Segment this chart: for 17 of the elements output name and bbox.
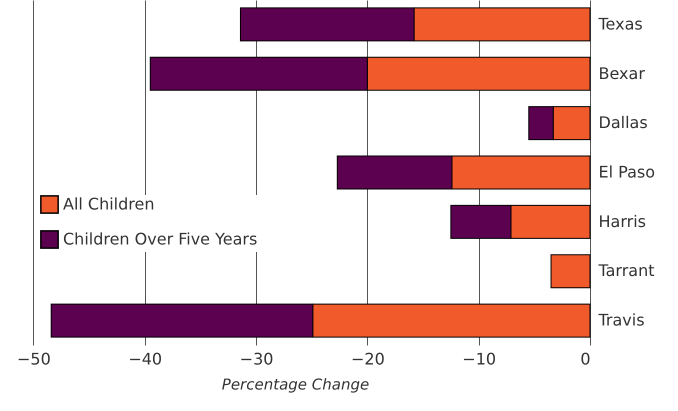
y-tick-label: Tarrant [598, 261, 655, 280]
legend-label: All Children [63, 194, 154, 214]
legend-label: Children Over Five Years [63, 230, 258, 248]
y-tick-label: Harris [598, 212, 646, 231]
x-axis-title: Percentage Change [222, 376, 370, 394]
y-tick-label: Bexar [598, 64, 646, 83]
x-tick-label: −20 [350, 350, 385, 368]
x-tick-label: −40 [128, 350, 162, 368]
x-tick-label: −50 [17, 350, 51, 368]
y-tick-label: Texas [598, 14, 643, 34]
x-tick-label: −30 [240, 350, 274, 368]
x-tick-label: 0 [580, 350, 590, 368]
bar [550, 254, 590, 288]
y-tick-label: Dallas [598, 113, 648, 132]
y-tick-label: El Paso [598, 162, 655, 182]
x-tick-label: −10 [462, 350, 496, 368]
y-tick-label: Travis [598, 310, 645, 330]
